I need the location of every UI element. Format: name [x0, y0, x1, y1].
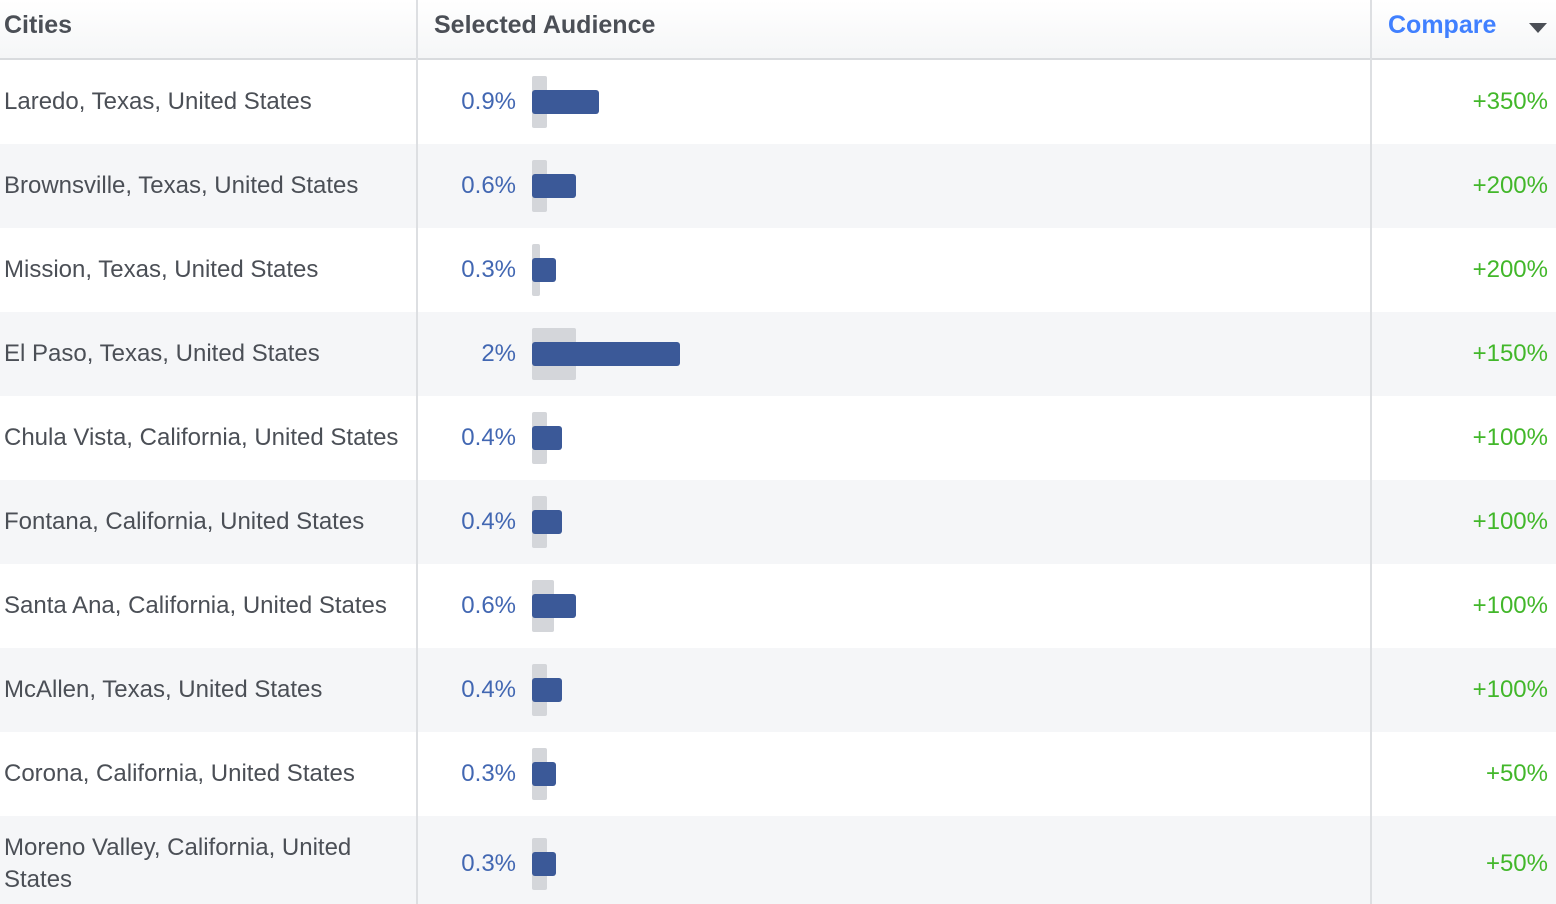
compare-dropdown[interactable]: Compare	[1388, 11, 1497, 39]
table-row: Moreno Valley, California, United States…	[0, 816, 1556, 904]
city-name: Mission, Texas, United States	[4, 256, 319, 283]
compare-value: +200%	[1472, 172, 1548, 199]
city-name: Laredo, Texas, United States	[4, 88, 312, 115]
table-row: Santa Ana, California, United States 0.6%…	[0, 564, 1556, 648]
audience-bar	[532, 258, 556, 282]
audience-bar-chart	[532, 396, 1132, 480]
city-name: Brownsville, Texas, United States	[4, 172, 359, 199]
audience-bar-chart	[532, 480, 1132, 564]
audience-bar-chart	[532, 60, 1132, 144]
city-name: Corona, California, United States	[4, 760, 355, 787]
compare-value: +100%	[1472, 676, 1548, 703]
column-divider	[416, 0, 418, 904]
audience-percent: 0.4%	[461, 676, 516, 703]
city-name: El Paso, Texas, United States	[4, 340, 320, 367]
audience-percent: 0.3%	[461, 850, 516, 877]
audience-bar-chart	[532, 312, 1132, 396]
audience-bar	[532, 510, 562, 534]
city-name: Fontana, California, United States	[4, 508, 365, 535]
compare-value: +100%	[1472, 508, 1548, 535]
compare-value: +350%	[1472, 88, 1548, 115]
table-row: Laredo, Texas, United States 0.9% +350%	[0, 60, 1556, 144]
compare-value: +100%	[1472, 592, 1548, 619]
table-row: El Paso, Texas, United States 2% +150%	[0, 312, 1556, 396]
audience-bar	[532, 174, 576, 198]
audience-bar-chart	[532, 732, 1132, 816]
audience-bar-chart	[532, 228, 1132, 312]
compare-value: +200%	[1472, 256, 1548, 283]
audience-percent: 0.3%	[461, 760, 516, 787]
audience-bar	[532, 342, 680, 366]
table-row: Fontana, California, United States 0.4% +1…	[0, 480, 1556, 564]
audience-percent: 0.4%	[461, 508, 516, 535]
cities-column-header: Cities	[4, 11, 73, 39]
city-name: Chula Vista, California, United States	[4, 424, 399, 451]
audience-bar-chart	[532, 564, 1132, 648]
audience-bar-chart	[532, 648, 1132, 732]
audience-percent: 0.6%	[461, 592, 516, 619]
audience-percent: 2%	[481, 340, 516, 367]
audience-bar	[532, 426, 562, 450]
audience-bar	[532, 594, 576, 618]
table-row: Mission, Texas, United States 0.3% +200%	[0, 228, 1556, 312]
compare-value: +50%	[1485, 760, 1548, 787]
audience-percent: 0.4%	[461, 424, 516, 451]
city-name: Moreno Valley, California, United States	[4, 834, 352, 893]
audience-bar	[532, 852, 556, 876]
compare-value: +100%	[1472, 424, 1548, 451]
audience-percent: 0.6%	[461, 172, 516, 199]
table-row: McAllen, Texas, United States 0.4% +100%	[0, 648, 1556, 732]
audience-percent: 0.3%	[461, 256, 516, 283]
caret-down-icon[interactable]	[1529, 23, 1547, 33]
audience-bar	[532, 678, 562, 702]
table-row: Chula Vista, California, United States 0.…	[0, 396, 1556, 480]
audience-bar-chart	[532, 144, 1132, 228]
selected-audience-column-header: Selected Audience	[434, 11, 656, 39]
city-name: McAllen, Texas, United States	[4, 676, 323, 703]
audience-bar-chart	[532, 816, 1132, 904]
audience-percent: 0.9%	[461, 88, 516, 115]
audience-bar	[532, 762, 556, 786]
table-row: Brownsville, Texas, United States 0.6% +20…	[0, 144, 1556, 228]
table-row: Corona, California, United States 0.3% +50…	[0, 732, 1556, 816]
compare-value: +150%	[1472, 340, 1548, 367]
table-header: Cities Selected Audience Compare	[0, 0, 1556, 60]
table-body: Laredo, Texas, United States 0.9% +350% Bro…	[0, 60, 1556, 904]
compare-value: +50%	[1485, 850, 1548, 877]
audience-bar	[532, 90, 599, 114]
column-divider	[1370, 0, 1372, 904]
city-name: Santa Ana, California, United States	[4, 592, 387, 619]
